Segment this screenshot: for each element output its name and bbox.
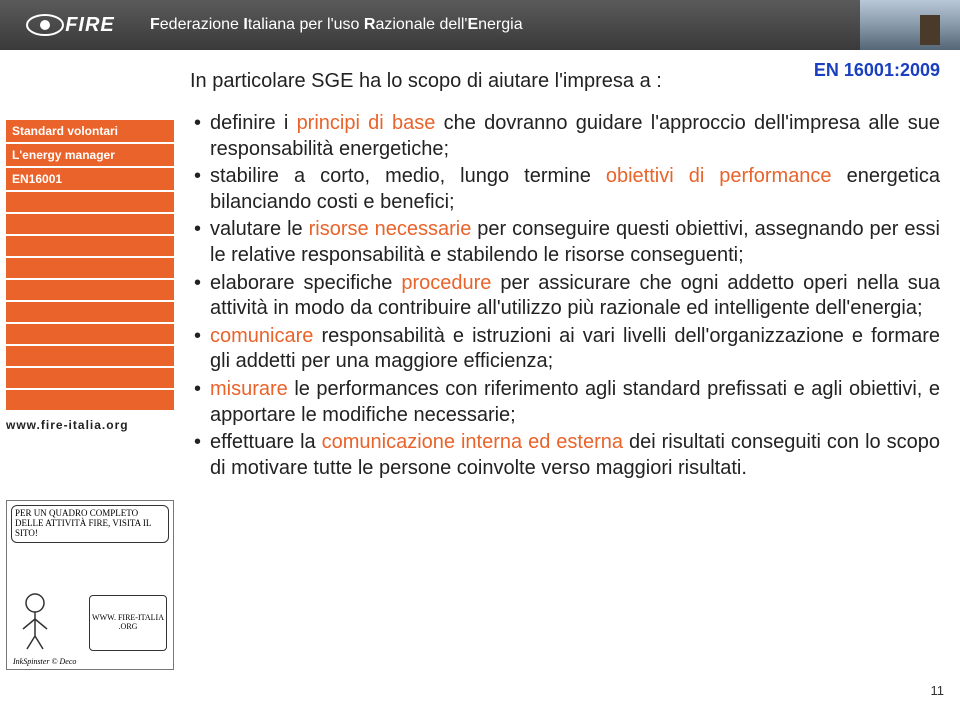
logo-text: FIRE [65,14,115,37]
sidebar-empty-row [6,324,174,346]
sidebar-item-1[interactable]: L'energy manager [6,144,174,168]
highlight-text: comunicazione interna ed esterna [322,431,623,453]
bullet-item: definire i principi di base che dovranno… [190,111,940,162]
bullet-item: stabilire a corto, medio, lungo termine … [190,164,940,215]
page-number: 11 [931,683,945,698]
sidebar-empty-row [6,368,174,390]
sidebar-empty-row [6,390,174,412]
sidebar-nav: Standard volontariL'energy managerEN1600… [6,120,174,412]
bullet-item: valutare le risorse necessarie per conse… [190,217,940,268]
sidebar-empty-row [6,236,174,258]
sidebar-empty-row [6,192,174,214]
highlight-text: risorse necessarie [309,218,472,240]
sidebar-empty-row [6,280,174,302]
cartoon-bubble: PER UN QUADRO COMPLETO DELLE ATTIVITÀ FI… [11,505,169,543]
eye-icon [25,10,65,40]
bullet-item: effettuare la comunicazione interna ed e… [190,430,940,481]
intro-text: In particolare SGE ha lo scopo di aiutar… [190,70,940,93]
sidebar: Standard volontariL'energy managerEN1600… [6,120,174,432]
sidebar-empty-row [6,258,174,280]
highlight-text: misurare [210,378,288,400]
site-url[interactable]: www.fire-italia.org [6,418,174,432]
banner-photo [860,0,960,50]
bullet-item: elaborare specifiche procedure per assic… [190,271,940,322]
bullet-item: comunicare responsabilità e istruzioni a… [190,324,940,375]
cartoon-laptop: WWW. FIRE-ITALIA .ORG [89,595,167,651]
sidebar-empty-row [6,346,174,368]
sidebar-item-2[interactable]: EN16001 [6,168,174,192]
banner-tagline: Federazione Italiana per l'uso Razionale… [150,16,523,34]
sidebar-empty-row [6,214,174,236]
bullet-item: misurare le performances con riferimento… [190,377,940,428]
top-banner: FIRE Federazione Italiana per l'uso Razi… [0,0,960,50]
highlight-text: principi di base [297,112,436,134]
fire-logo: FIRE [0,0,140,50]
cartoon-signature: InkSpinster © Deco [13,658,76,667]
cartoon-person-icon [15,591,55,651]
sidebar-item-0[interactable]: Standard volontari [6,120,174,144]
bullet-list: definire i principi di base che dovranno… [190,111,940,481]
sidebar-empty-row [6,302,174,324]
main-content: In particolare SGE ha lo scopo di aiutar… [190,70,940,483]
cartoon-panel: PER UN QUADRO COMPLETO DELLE ATTIVITÀ FI… [6,500,174,670]
highlight-text: procedure [401,272,491,294]
highlight-text: comunicare [210,325,313,347]
highlight-text: obiettivi di performance [606,165,832,187]
